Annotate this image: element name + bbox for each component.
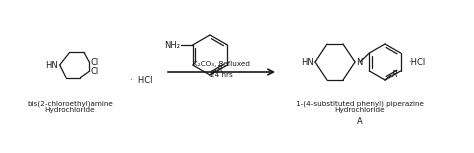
- Text: bis(2-chloroethyl)amine: bis(2-chloroethyl)amine: [27, 100, 113, 106]
- Text: HN: HN: [45, 60, 58, 69]
- Text: N: N: [356, 58, 363, 67]
- Text: 24 hrs: 24 hrs: [210, 72, 233, 78]
- Text: R: R: [392, 69, 398, 78]
- Text: ·  HCl: · HCl: [130, 75, 153, 84]
- Text: K₂CO₃, Refluxed: K₂CO₃, Refluxed: [193, 61, 250, 67]
- Text: ·HCl: ·HCl: [408, 58, 425, 67]
- Text: HN: HN: [301, 58, 314, 67]
- Text: NH₂: NH₂: [164, 41, 180, 50]
- Text: Hydrochloride: Hydrochloride: [45, 107, 95, 113]
- Text: R: R: [217, 65, 223, 73]
- Text: Hydrochloride: Hydrochloride: [335, 107, 385, 113]
- Text: A: A: [357, 117, 363, 126]
- Text: Cl: Cl: [91, 58, 99, 67]
- Text: Cl: Cl: [91, 67, 99, 76]
- Text: 1-(4-substituted phenyl) piperazine: 1-(4-substituted phenyl) piperazine: [296, 100, 424, 106]
